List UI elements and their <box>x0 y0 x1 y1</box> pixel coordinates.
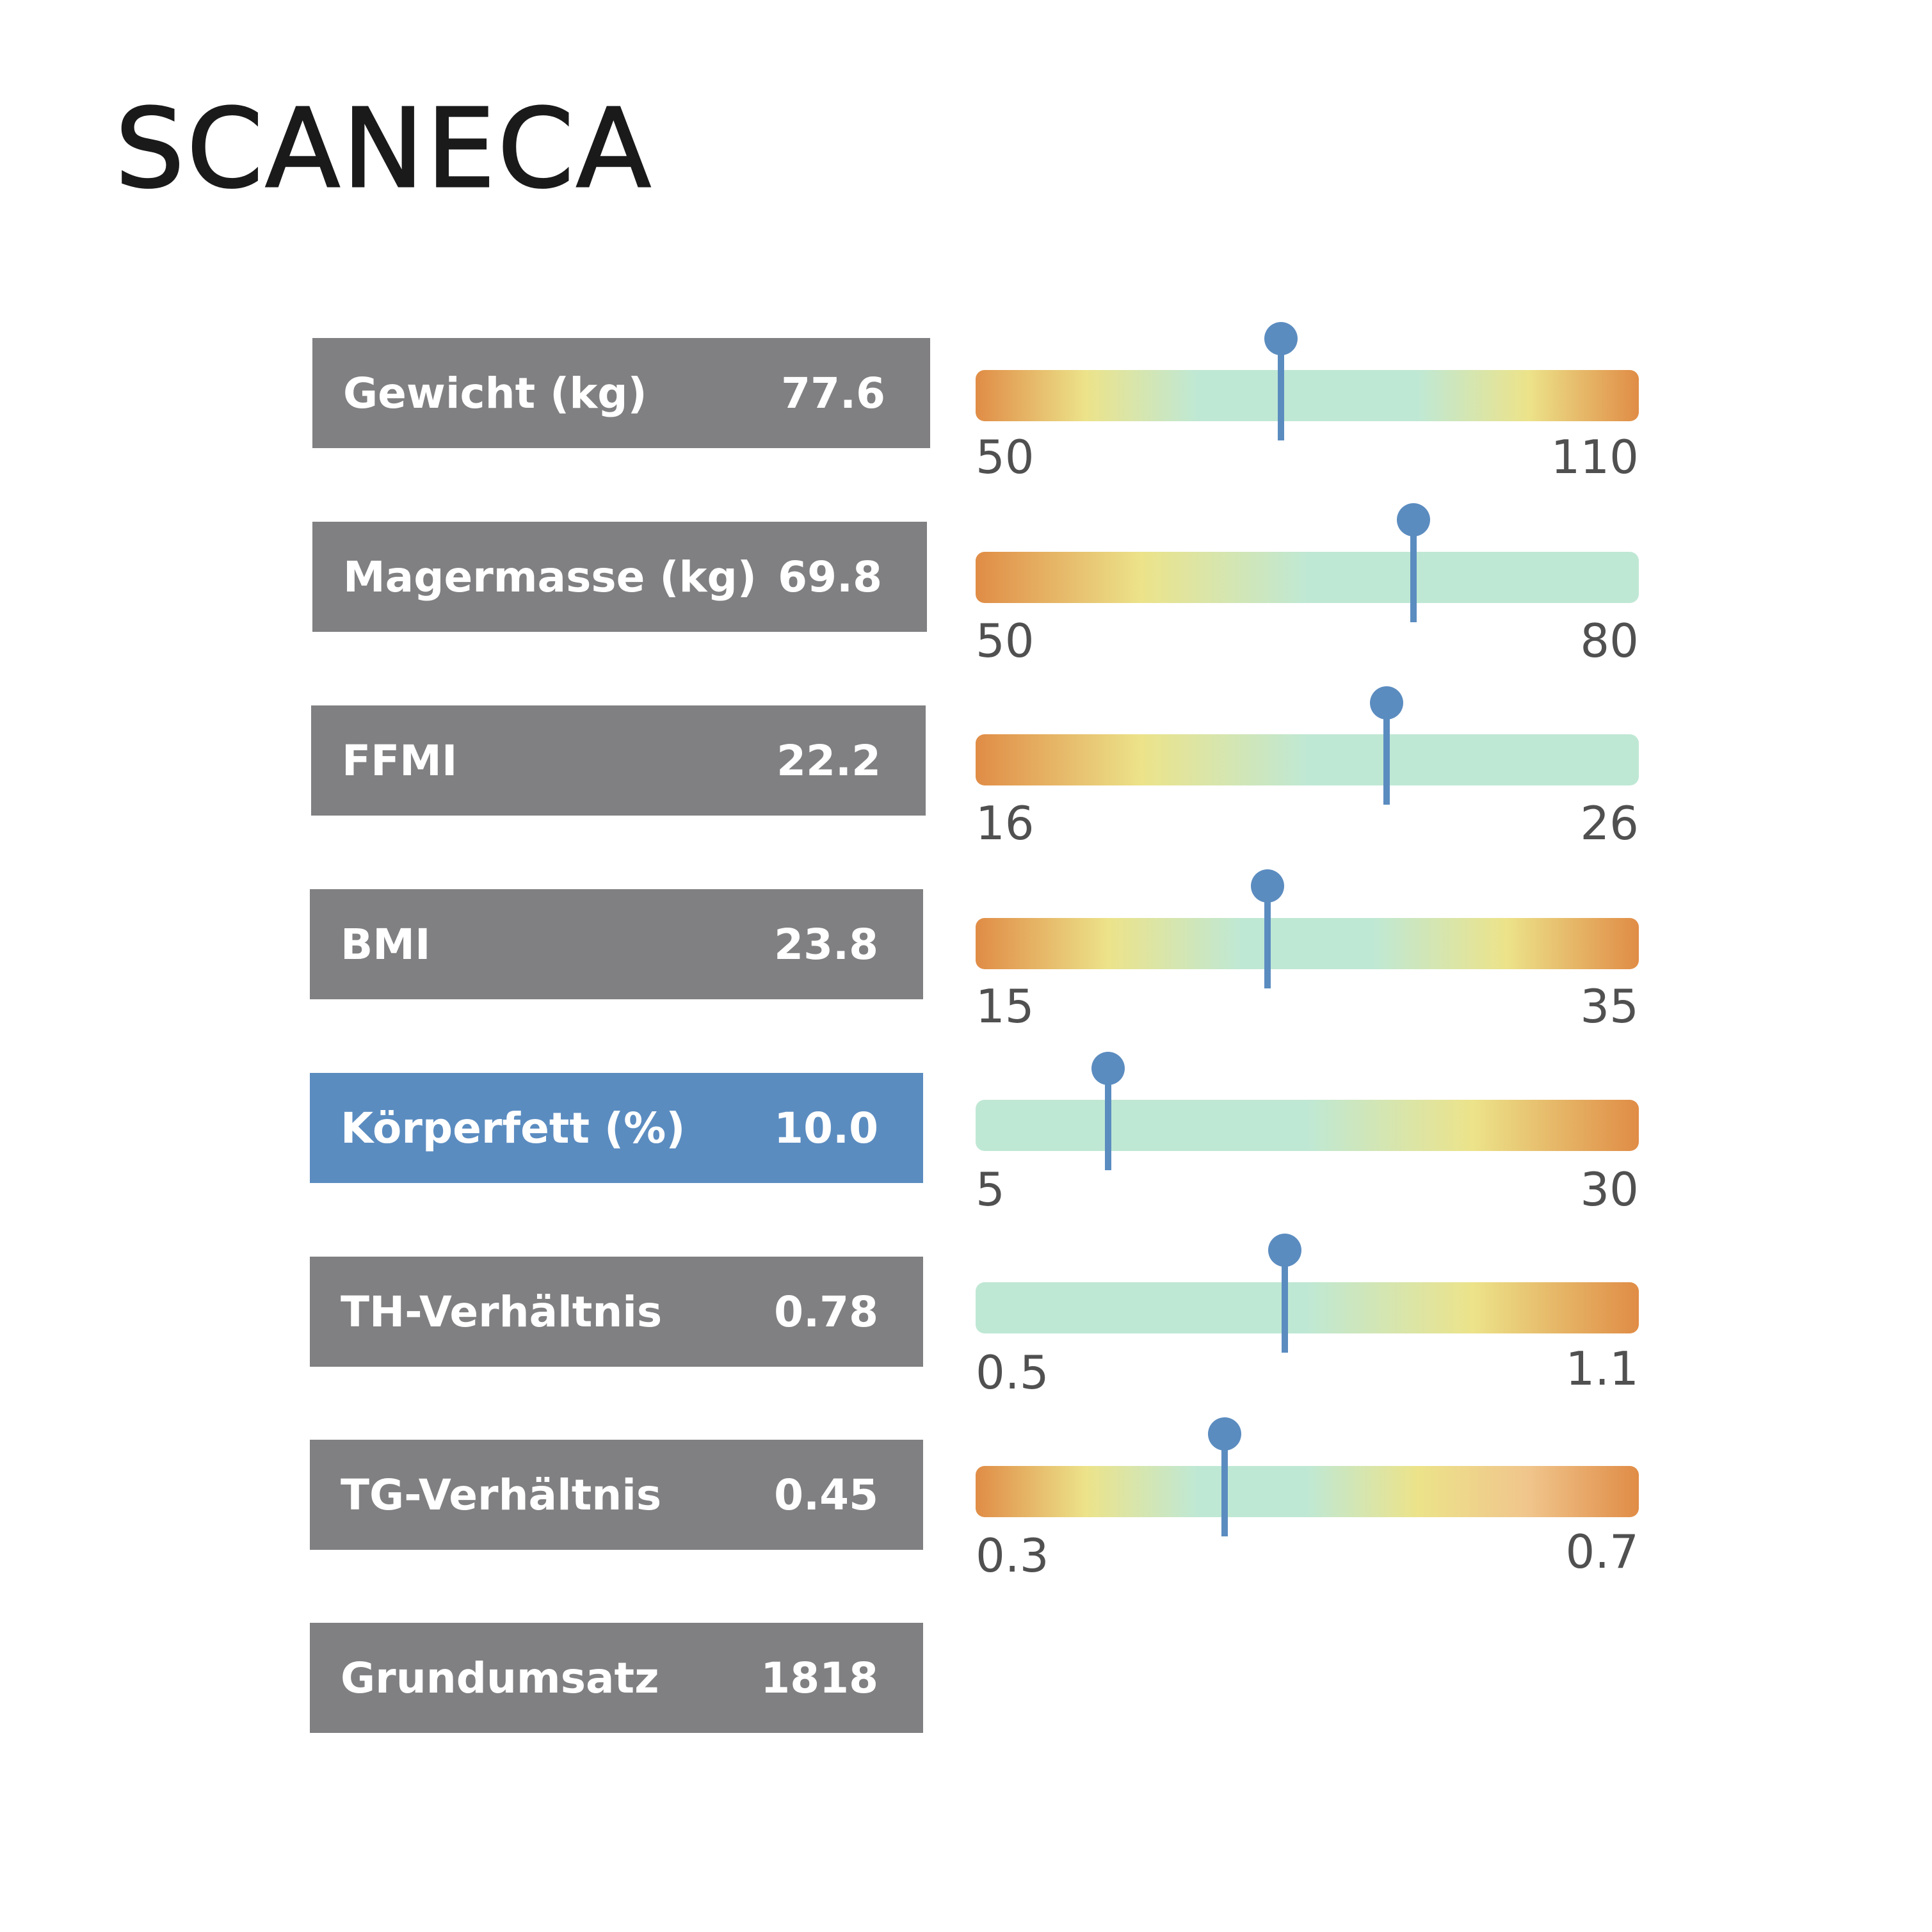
metric-box-koerperfett: Körperfett (%) 10.0 <box>310 1073 923 1183</box>
metric-label: Grundumsatz <box>341 1653 659 1703</box>
value-marker-stem <box>1221 1434 1228 1536</box>
value-marker-stem <box>1383 702 1390 805</box>
scale-max-label: 80 <box>1580 614 1639 668</box>
value-marker-stem <box>1264 886 1271 988</box>
scale-max-label: 110 <box>1550 430 1639 484</box>
range-bar <box>976 1466 1639 1517</box>
scale-min-label: 50 <box>976 430 1034 484</box>
metric-label: BMI <box>341 919 431 969</box>
metric-box-gewicht: Gewicht (kg) 77.6 <box>312 338 930 448</box>
value-marker-stem <box>1277 338 1284 440</box>
metric-value: 1818 <box>761 1653 878 1703</box>
range-bar <box>976 370 1639 421</box>
metric-box-grundumsatz: Grundumsatz 1818 <box>310 1623 923 1733</box>
metric-box-magermasse: Magermasse (kg) 69.8 <box>312 522 927 632</box>
metric-label: Gewicht (kg) <box>343 368 647 418</box>
value-marker-stem <box>1105 1068 1112 1170</box>
metric-box-ffmi: FFMI 22.2 <box>311 705 926 816</box>
value-marker-head <box>1091 1052 1125 1085</box>
metric-label: Körperfett (%) <box>341 1103 686 1153</box>
scale-min-label: 50 <box>976 614 1034 668</box>
range-bar <box>976 918 1639 969</box>
scale-max-label: 30 <box>1580 1163 1639 1216</box>
metric-value: 10.0 <box>774 1103 878 1153</box>
range-bar <box>976 552 1639 603</box>
scale-max-label: 1.1 <box>1565 1342 1639 1396</box>
metric-box-th-verhaeltnis: TH-Verhältnis 0.78 <box>310 1257 923 1367</box>
metric-value: 69.8 <box>778 552 882 602</box>
metric-label: TG-Verhältnis <box>341 1470 662 1520</box>
range-bar <box>976 1100 1639 1151</box>
metric-label: FFMI <box>342 736 458 785</box>
metric-box-bmi: BMI 23.8 <box>310 889 923 999</box>
value-marker-stem <box>1282 1250 1289 1353</box>
metric-label: Magermasse (kg) <box>343 552 757 602</box>
value-marker-head <box>1207 1417 1241 1451</box>
brand-logo: SCANECA <box>114 86 654 213</box>
metric-value: 0.45 <box>774 1470 878 1520</box>
scale-max-label: 0.7 <box>1565 1525 1639 1579</box>
value-marker-head <box>1264 322 1298 355</box>
metric-value: 0.78 <box>774 1287 878 1337</box>
scale-min-label: 0.3 <box>976 1529 1049 1582</box>
value-marker-head <box>1370 686 1404 720</box>
range-bar <box>976 1282 1639 1333</box>
metric-box-tg-verhaeltnis: TG-Verhältnis 0.45 <box>310 1440 923 1550</box>
scale-min-label: 0.5 <box>976 1346 1049 1399</box>
value-marker-head <box>1396 503 1430 536</box>
metric-label: TH-Verhältnis <box>341 1287 663 1337</box>
scale-max-label: 35 <box>1580 979 1639 1033</box>
range-bar <box>976 734 1639 785</box>
value-marker-head <box>1250 869 1284 903</box>
metric-value: 23.8 <box>774 919 878 969</box>
scale-min-label: 5 <box>976 1163 1005 1216</box>
scale-min-label: 16 <box>976 796 1034 850</box>
value-marker-stem <box>1410 520 1417 622</box>
value-marker-head <box>1268 1234 1302 1267</box>
scale-max-label: 26 <box>1580 796 1639 850</box>
scale-min-label: 15 <box>976 979 1034 1033</box>
metric-value: 22.2 <box>777 736 881 785</box>
metric-value: 77.6 <box>781 368 885 418</box>
logo-text: SCANECA <box>114 86 654 213</box>
